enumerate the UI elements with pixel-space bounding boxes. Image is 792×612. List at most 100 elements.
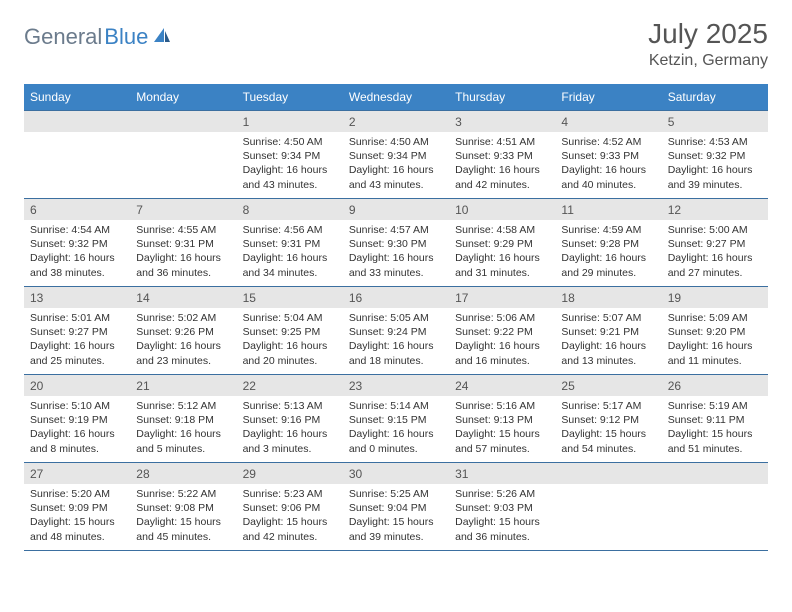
day-data: Sunrise: 5:23 AMSunset: 9:06 PMDaylight:… xyxy=(237,484,343,548)
day-data xyxy=(24,132,130,139)
day-number: 27 xyxy=(24,463,130,484)
day-header: Thursday xyxy=(449,84,555,110)
calendar-cell: 20Sunrise: 5:10 AMSunset: 9:19 PMDayligh… xyxy=(24,374,130,462)
day-data: Sunrise: 5:05 AMSunset: 9:24 PMDaylight:… xyxy=(343,308,449,372)
calendar-week-row: 6Sunrise: 4:54 AMSunset: 9:32 PMDaylight… xyxy=(24,198,768,286)
day-data: Sunrise: 5:07 AMSunset: 9:21 PMDaylight:… xyxy=(555,308,661,372)
calendar-week-row: 20Sunrise: 5:10 AMSunset: 9:19 PMDayligh… xyxy=(24,374,768,462)
day-number: 10 xyxy=(449,199,555,220)
calendar-cell: 3Sunrise: 4:51 AMSunset: 9:33 PMDaylight… xyxy=(449,110,555,198)
day-data: Sunrise: 5:17 AMSunset: 9:12 PMDaylight:… xyxy=(555,396,661,460)
day-number: 19 xyxy=(662,287,768,308)
day-data xyxy=(130,132,236,139)
calendar-week-row: 13Sunrise: 5:01 AMSunset: 9:27 PMDayligh… xyxy=(24,286,768,374)
calendar-cell: 9Sunrise: 4:57 AMSunset: 9:30 PMDaylight… xyxy=(343,198,449,286)
calendar-cell: 13Sunrise: 5:01 AMSunset: 9:27 PMDayligh… xyxy=(24,286,130,374)
day-data: Sunrise: 5:22 AMSunset: 9:08 PMDaylight:… xyxy=(130,484,236,548)
calendar-cell: 24Sunrise: 5:16 AMSunset: 9:13 PMDayligh… xyxy=(449,374,555,462)
page: GeneralBlue July 2025 Ketzin, Germany Su… xyxy=(0,0,792,551)
day-header-row: SundayMondayTuesdayWednesdayThursdayFrid… xyxy=(24,84,768,110)
day-data: Sunrise: 5:01 AMSunset: 9:27 PMDaylight:… xyxy=(24,308,130,372)
calendar-cell: 6Sunrise: 4:54 AMSunset: 9:32 PMDaylight… xyxy=(24,198,130,286)
calendar-cell: 5Sunrise: 4:53 AMSunset: 9:32 PMDaylight… xyxy=(662,110,768,198)
calendar-cell: 18Sunrise: 5:07 AMSunset: 9:21 PMDayligh… xyxy=(555,286,661,374)
day-number: 13 xyxy=(24,287,130,308)
day-number: 5 xyxy=(662,111,768,132)
day-header: Friday xyxy=(555,84,661,110)
day-data: Sunrise: 4:58 AMSunset: 9:29 PMDaylight:… xyxy=(449,220,555,284)
calendar-cell: 10Sunrise: 4:58 AMSunset: 9:29 PMDayligh… xyxy=(449,198,555,286)
day-number: 12 xyxy=(662,199,768,220)
day-number: 17 xyxy=(449,287,555,308)
calendar-cell: 22Sunrise: 5:13 AMSunset: 9:16 PMDayligh… xyxy=(237,374,343,462)
calendar-cell: 26Sunrise: 5:19 AMSunset: 9:11 PMDayligh… xyxy=(662,374,768,462)
day-data: Sunrise: 4:54 AMSunset: 9:32 PMDaylight:… xyxy=(24,220,130,284)
logo-text-blue: Blue xyxy=(104,24,148,50)
calendar-head: SundayMondayTuesdayWednesdayThursdayFrid… xyxy=(24,84,768,110)
logo-text-general: General xyxy=(24,24,102,50)
day-number: 24 xyxy=(449,375,555,396)
calendar-cell: 1Sunrise: 4:50 AMSunset: 9:34 PMDaylight… xyxy=(237,110,343,198)
calendar-cell: 15Sunrise: 5:04 AMSunset: 9:25 PMDayligh… xyxy=(237,286,343,374)
day-header: Sunday xyxy=(24,84,130,110)
day-number: 29 xyxy=(237,463,343,484)
day-number: 15 xyxy=(237,287,343,308)
day-header: Saturday xyxy=(662,84,768,110)
header: GeneralBlue July 2025 Ketzin, Germany xyxy=(24,18,768,70)
day-number: 9 xyxy=(343,199,449,220)
day-number: 1 xyxy=(237,111,343,132)
calendar-cell: 16Sunrise: 5:05 AMSunset: 9:24 PMDayligh… xyxy=(343,286,449,374)
day-number: 8 xyxy=(237,199,343,220)
calendar-cell: . xyxy=(662,462,768,550)
day-number: 7 xyxy=(130,199,236,220)
day-number: 16 xyxy=(343,287,449,308)
calendar-cell: 27Sunrise: 5:20 AMSunset: 9:09 PMDayligh… xyxy=(24,462,130,550)
calendar-cell: 7Sunrise: 4:55 AMSunset: 9:31 PMDaylight… xyxy=(130,198,236,286)
day-data: Sunrise: 5:06 AMSunset: 9:22 PMDaylight:… xyxy=(449,308,555,372)
day-data: Sunrise: 5:20 AMSunset: 9:09 PMDaylight:… xyxy=(24,484,130,548)
day-data: Sunrise: 4:56 AMSunset: 9:31 PMDaylight:… xyxy=(237,220,343,284)
calendar-cell: 19Sunrise: 5:09 AMSunset: 9:20 PMDayligh… xyxy=(662,286,768,374)
calendar-week-row: 27Sunrise: 5:20 AMSunset: 9:09 PMDayligh… xyxy=(24,462,768,550)
day-number: 25 xyxy=(555,375,661,396)
day-number: 26 xyxy=(662,375,768,396)
day-header: Monday xyxy=(130,84,236,110)
day-header: Wednesday xyxy=(343,84,449,110)
day-data: Sunrise: 4:57 AMSunset: 9:30 PMDaylight:… xyxy=(343,220,449,284)
day-number: 14 xyxy=(130,287,236,308)
day-data: Sunrise: 4:55 AMSunset: 9:31 PMDaylight:… xyxy=(130,220,236,284)
calendar-cell: 8Sunrise: 4:56 AMSunset: 9:31 PMDaylight… xyxy=(237,198,343,286)
day-data: Sunrise: 5:19 AMSunset: 9:11 PMDaylight:… xyxy=(662,396,768,460)
calendar-cell: . xyxy=(555,462,661,550)
day-data xyxy=(662,484,768,491)
day-data: Sunrise: 4:53 AMSunset: 9:32 PMDaylight:… xyxy=(662,132,768,196)
calendar-cell: 11Sunrise: 4:59 AMSunset: 9:28 PMDayligh… xyxy=(555,198,661,286)
calendar-cell: 25Sunrise: 5:17 AMSunset: 9:12 PMDayligh… xyxy=(555,374,661,462)
day-data xyxy=(555,484,661,491)
day-number: 20 xyxy=(24,375,130,396)
calendar-cell: 4Sunrise: 4:52 AMSunset: 9:33 PMDaylight… xyxy=(555,110,661,198)
day-data: Sunrise: 5:26 AMSunset: 9:03 PMDaylight:… xyxy=(449,484,555,548)
day-number: 6 xyxy=(24,199,130,220)
calendar-cell: . xyxy=(24,110,130,198)
day-data: Sunrise: 5:14 AMSunset: 9:15 PMDaylight:… xyxy=(343,396,449,460)
page-subtitle: Ketzin, Germany xyxy=(648,52,768,70)
day-data: Sunrise: 5:02 AMSunset: 9:26 PMDaylight:… xyxy=(130,308,236,372)
calendar-cell: 21Sunrise: 5:12 AMSunset: 9:18 PMDayligh… xyxy=(130,374,236,462)
day-number: 11 xyxy=(555,199,661,220)
day-number: 28 xyxy=(130,463,236,484)
day-header: Tuesday xyxy=(237,84,343,110)
calendar-cell: 2Sunrise: 4:50 AMSunset: 9:34 PMDaylight… xyxy=(343,110,449,198)
day-number: 21 xyxy=(130,375,236,396)
calendar-cell: 14Sunrise: 5:02 AMSunset: 9:26 PMDayligh… xyxy=(130,286,236,374)
day-number: 22 xyxy=(237,375,343,396)
calendar-cell: 17Sunrise: 5:06 AMSunset: 9:22 PMDayligh… xyxy=(449,286,555,374)
calendar-cell: . xyxy=(130,110,236,198)
day-number: 30 xyxy=(343,463,449,484)
calendar-cell: 23Sunrise: 5:14 AMSunset: 9:15 PMDayligh… xyxy=(343,374,449,462)
day-data: Sunrise: 4:52 AMSunset: 9:33 PMDaylight:… xyxy=(555,132,661,196)
day-data: Sunrise: 5:25 AMSunset: 9:04 PMDaylight:… xyxy=(343,484,449,548)
page-title: July 2025 xyxy=(648,18,768,50)
day-data: Sunrise: 5:04 AMSunset: 9:25 PMDaylight:… xyxy=(237,308,343,372)
day-data: Sunrise: 5:09 AMSunset: 9:20 PMDaylight:… xyxy=(662,308,768,372)
